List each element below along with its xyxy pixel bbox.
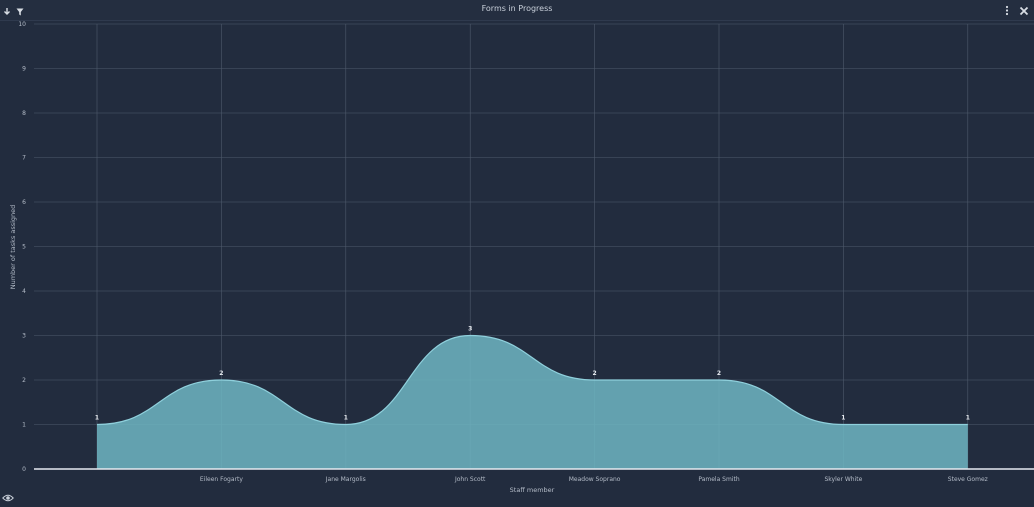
x-tick-label: John Scott: [454, 476, 486, 483]
data-label: 2: [219, 370, 223, 377]
data-label: 2: [593, 370, 597, 377]
data-labels: 1 2 1 3 2 2 1 1: [95, 326, 970, 422]
y-tick-label: 0: [22, 466, 26, 473]
data-label: 1: [95, 415, 99, 422]
y-axis-title: Number of tasks assigned: [9, 205, 17, 290]
series-line: [96, 334, 968, 426]
y-tick-label: 6: [22, 199, 26, 206]
x-axis-ticks: Eileen Fogarty Jane Margolis John Scott Mea…: [200, 476, 988, 483]
data-label: 1: [841, 415, 845, 422]
y-tick-label: 7: [22, 155, 26, 162]
chart-title: Forms in Progress: [481, 4, 553, 13]
x-tick-label: Skyler White: [824, 476, 862, 483]
filter-icon[interactable]: [16, 2, 24, 21]
chart-header-bar: Forms in Progress: [0, 0, 1034, 21]
kebab-menu-icon[interactable]: [1004, 2, 1010, 21]
data-label: 1: [966, 415, 970, 422]
eye-icon[interactable]: [2, 488, 14, 507]
y-tick-label: 8: [22, 110, 26, 117]
x-tick-label: Meadow Soprano: [569, 476, 621, 483]
y-tick-label: 4: [22, 288, 26, 295]
download-icon[interactable]: [3, 2, 11, 21]
y-tick-label: 3: [22, 333, 26, 340]
x-tick-label: Steve Gomez: [948, 476, 988, 483]
x-tick-label: Eileen Fogarty: [200, 476, 243, 483]
series-area[interactable]: [97, 335, 968, 470]
y-tick-label: 9: [22, 66, 26, 73]
y-tick-label: 1: [22, 422, 26, 429]
close-icon[interactable]: [1019, 2, 1029, 21]
y-axis-ticks: 0 1 2 3 4 5 6 7 8 9 10: [18, 21, 26, 473]
y-tick-label: 2: [22, 377, 26, 384]
y-tick-label: 5: [22, 244, 26, 251]
x-tick-label: Jane Margolis: [325, 476, 366, 483]
data-label: 1: [344, 415, 348, 422]
data-label: 3: [468, 326, 472, 333]
x-tick-label: Pamela Smith: [698, 476, 739, 483]
y-tick-label: 10: [18, 21, 26, 28]
data-label: 2: [717, 370, 721, 377]
x-axis-title: Staff member: [510, 486, 555, 494]
